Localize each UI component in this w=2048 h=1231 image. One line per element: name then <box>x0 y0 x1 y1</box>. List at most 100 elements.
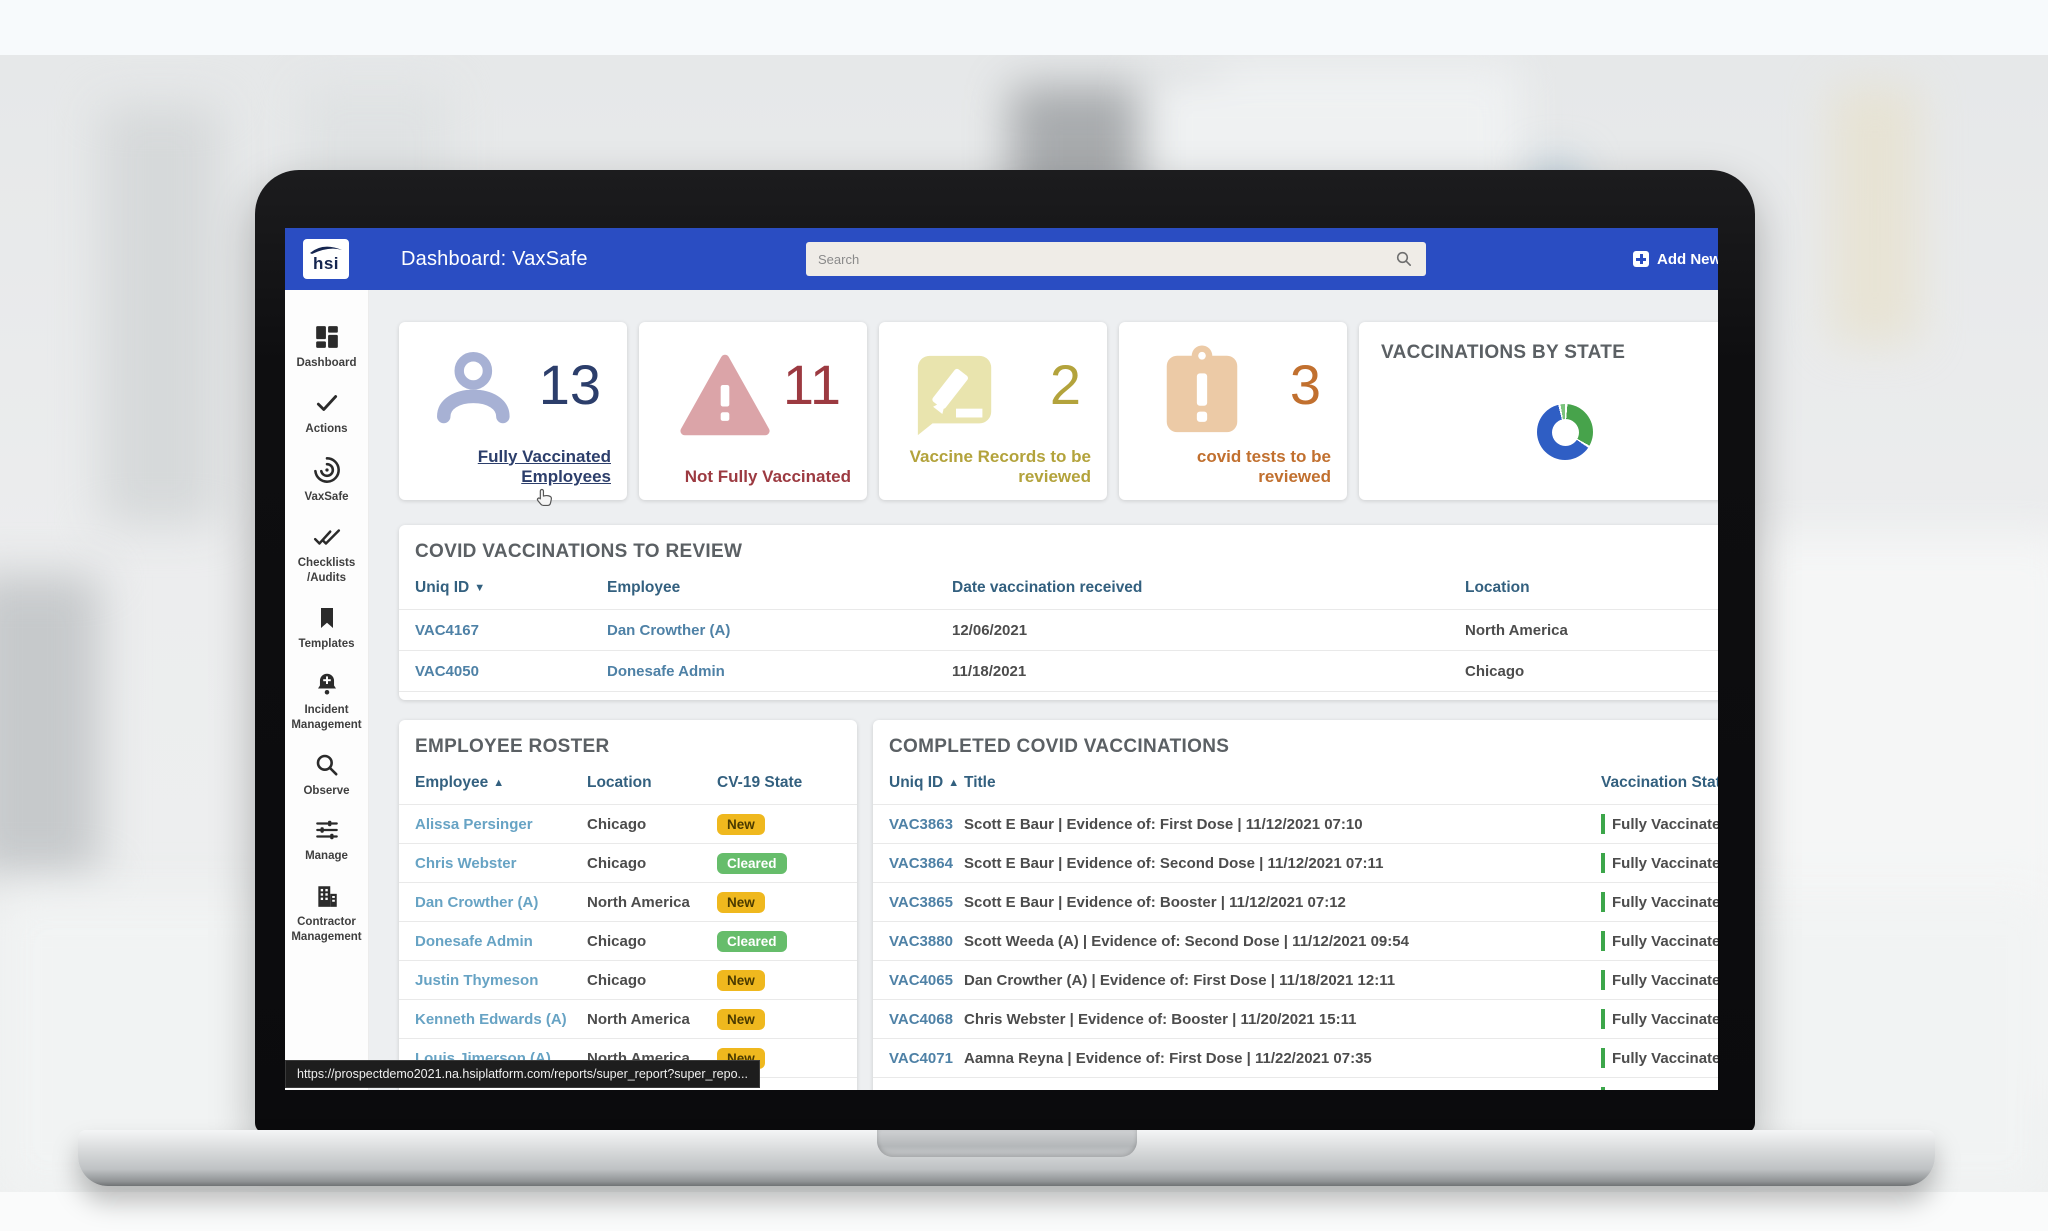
sidebar-item-manage[interactable]: Manage <box>286 817 368 864</box>
employee-link[interactable]: Alissa Persinger <box>415 815 533 833</box>
bookmark-icon <box>320 607 333 628</box>
panel-title: EMPLOYEE ROSTER <box>415 736 610 757</box>
uniq-id-link[interactable]: VAC3864 <box>889 854 953 872</box>
sort-desc-icon: ▼ <box>474 582 486 594</box>
table-row[interactable]: Kenneth Edwards (A) North America New <box>399 999 857 1038</box>
laptop-base <box>78 1130 1935 1186</box>
employee-link[interactable]: Donesafe Admin <box>415 932 533 950</box>
table-row[interactable]: VAC4071 Aamna Reyna | Evidence of: First… <box>873 1038 1718 1077</box>
sidebar-item-vaxsafe[interactable]: VaxSafe <box>286 456 368 505</box>
sidebar-item-dashboard[interactable]: Dashboard <box>286 324 368 371</box>
fully-vaccinated-link[interactable]: Fully Vaccinated Employees <box>477 446 611 487</box>
clipboard-alert-icon <box>1166 345 1238 433</box>
employee-link[interactable]: Donesafe Admin <box>607 662 725 680</box>
column-header-uniq-id[interactable]: Uniq ID ▼ <box>415 579 486 596</box>
status-badge: Cleared <box>717 852 787 874</box>
employee-link[interactable]: Chris Webster <box>415 854 517 872</box>
status-bar <box>1601 1087 1605 1090</box>
stat-card-vaccine-records[interactable]: 2 Vaccine Records to be reviewed <box>879 322 1107 500</box>
double-check-icon <box>313 529 340 545</box>
stat-card-not-fully-vaccinated[interactable]: 11 Not Fully Vaccinated <box>639 322 867 500</box>
status-bar <box>1601 853 1605 873</box>
status-bar <box>1601 931 1605 951</box>
top-white-strip <box>0 0 2048 55</box>
stat-card-fully-vaccinated[interactable]: 13 Fully Vaccinated Employees <box>399 322 627 507</box>
sidebar-item-templates[interactable]: Templates <box>286 605 368 652</box>
employee-link[interactable]: Kenneth Edwards (A) <box>415 1010 567 1028</box>
employee-link[interactable]: Dan Crowther (A) <box>415 893 539 911</box>
table-row[interactable]: VAC4050 Donesafe Admin 11/18/2021 Chicag… <box>399 650 1718 691</box>
table-row[interactable]: VAC4068 Chris Webster | Evidence of: Boo… <box>873 999 1718 1038</box>
status-bar <box>1601 814 1605 834</box>
building-icon <box>317 886 337 908</box>
uniq-id-link[interactable]: VAC4167 <box>415 621 479 639</box>
link-url-tooltip: https://prospectdemo2021.na.hsiplatform.… <box>285 1060 760 1088</box>
hsi-logo[interactable]: hsi <box>303 239 349 279</box>
sidebar-item-contractor-management[interactable]: Contractor Management <box>286 883 368 945</box>
search-input[interactable] <box>806 251 1396 267</box>
status-bar <box>1601 892 1605 912</box>
uniq-id-link[interactable]: VAC3865 <box>889 893 953 911</box>
checkmark-icon <box>316 395 337 411</box>
column-header-title[interactable]: Title <box>964 774 996 791</box>
table-row[interactable]: Justin Thymeson Chicago New <box>399 960 857 999</box>
table-row[interactable]: Chris Webster Chicago Cleared <box>399 843 857 882</box>
magnifier-icon <box>316 754 338 776</box>
table-row[interactable]: VAC4167 Dan Crowther (A) 12/06/2021 Nort… <box>399 609 1718 650</box>
table-row[interactable]: Alissa Persinger Chicago New <box>399 804 857 843</box>
uniq-id-link[interactable]: VAC4071 <box>889 1049 953 1067</box>
main-content: 13 Fully Vaccinated Employees 11 <box>369 290 1718 1090</box>
column-header-vaccination-status[interactable]: Vaccination Status <box>1601 774 1718 791</box>
warning-triangle-icon <box>680 354 770 436</box>
column-header-cv19-state[interactable]: CV-19 State <box>717 774 803 791</box>
vaccinations-donut-chart[interactable] <box>1537 404 1593 460</box>
table-row[interactable]: VAC3880 Scott Weeda (A) | Evidence of: S… <box>873 921 1718 960</box>
table-row[interactable]: VAC3863 Scott E Baur | Evidence of: Firs… <box>873 804 1718 843</box>
column-header-date[interactable]: Date vaccination received <box>952 579 1143 596</box>
table-row[interactable]: VAC3864 Scott E Baur | Evidence of: Seco… <box>873 843 1718 882</box>
table-row[interactable]: VAC3865 Scott E Baur | Evidence of: Boos… <box>873 882 1718 921</box>
hand-cursor-icon <box>536 488 553 507</box>
stat-card-covid-tests[interactable]: 3 covid tests to be reviewed <box>1119 322 1347 500</box>
panel-title: COMPLETED COVID VACCINATIONS <box>889 736 1230 757</box>
employee-link[interactable]: Dan Crowther (A) <box>607 621 731 639</box>
stat-value: 3 <box>1289 353 1321 416</box>
logo-text: hsi <box>312 253 340 273</box>
column-header-employee[interactable]: Employee ▲ <box>415 774 505 791</box>
employee-link[interactable]: Justin Thymeson <box>415 971 539 989</box>
panel-title: COVID VACCINATIONS TO REVIEW <box>415 541 743 562</box>
stat-value: 11 <box>782 353 841 416</box>
uniq-id-link[interactable]: VAC3863 <box>889 815 953 833</box>
uniq-id-link[interactable]: VAC4068 <box>889 1010 953 1028</box>
page-title: Dashboard: VaxSafe <box>401 247 588 270</box>
stat-label: Not Fully Vaccinated <box>684 467 851 487</box>
uniq-id-link[interactable]: VAC4050 <box>415 662 479 680</box>
uniq-id-link[interactable]: VAC4082 <box>873 1089 964 1091</box>
status-badge: New <box>717 813 765 835</box>
table-row[interactable]: Dan Crowther (A) North America New <box>399 882 857 921</box>
logo-swoosh-icon <box>310 246 342 254</box>
search-icon[interactable] <box>1396 251 1412 267</box>
sidebar-item-actions[interactable]: Actions <box>286 390 368 437</box>
sort-asc-icon: ▲ <box>948 777 960 789</box>
table-row[interactable]: VAC4082 Marianna Vela (A) | Evidence of:… <box>873 1077 1718 1090</box>
add-new-button[interactable]: Add New <box>1633 228 1718 290</box>
sidebar-item-observe[interactable]: Observe <box>286 752 368 799</box>
status-bar <box>1601 1048 1605 1068</box>
sidebar-item-incident-management[interactable]: Incident Management <box>286 671 368 733</box>
sidebar-item-checklists-audits[interactable]: Checklists /Audits <box>286 524 368 586</box>
column-header-location[interactable]: Location <box>587 774 652 791</box>
column-header-uniq-id[interactable]: Uniq ID ▲ <box>889 774 960 791</box>
column-header-location[interactable]: Location <box>1465 579 1530 596</box>
sliders-icon <box>315 821 338 840</box>
table-row[interactable]: VAC4065 Dan Crowther (A) | Evidence of: … <box>873 960 1718 999</box>
column-header-employee[interactable]: Employee <box>607 579 681 596</box>
uniq-id-link[interactable]: VAC4065 <box>889 971 953 989</box>
status-badge: New <box>717 891 765 913</box>
target-spiral-icon <box>313 456 340 483</box>
stat-label: covid tests to be reviewed <box>1196 446 1331 487</box>
stat-value: 13 <box>538 353 601 416</box>
uniq-id-link[interactable]: VAC3880 <box>889 932 953 950</box>
table-row[interactable]: Donesafe Admin Chicago Cleared <box>399 921 857 960</box>
dashboard-grid-icon <box>315 326 338 348</box>
